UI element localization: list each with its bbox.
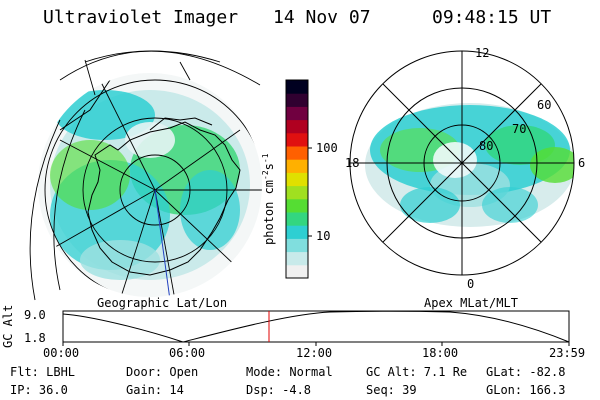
info-glat: GLat: -82.8 xyxy=(486,365,566,379)
info-gc-alt: GC Alt: 7.1 Re xyxy=(366,365,468,379)
colorbar-swatch xyxy=(286,172,308,187)
info-gain: Gain: 14 xyxy=(126,383,184,397)
colorbar-tick-100: 100 xyxy=(316,141,338,155)
apex-image xyxy=(349,50,575,276)
colorbar-swatch xyxy=(286,106,308,121)
colorbar-frame xyxy=(285,79,309,279)
colorbar-swatch xyxy=(286,93,308,107)
info-dsp: Dsp: -4.8 xyxy=(246,383,312,397)
mlt-label-12: 12 xyxy=(475,46,490,60)
altitude-ytick-high: 9.0 xyxy=(24,308,46,322)
info-glon: GLon: 166.3 xyxy=(486,383,566,397)
info-filter: Flt: LBHL xyxy=(10,365,76,379)
mlt-label-18: 18 xyxy=(345,156,360,170)
altitude-xtick-2359: 23:59 xyxy=(549,346,586,360)
altitude-curve xyxy=(62,310,570,343)
colorbar-swatch xyxy=(286,225,308,239)
altitude-xtick-0600: 06:00 xyxy=(169,346,206,360)
colorbar-swatch xyxy=(286,264,308,279)
left-panel-caption: Geographic Lat/Lon xyxy=(97,296,228,310)
info-ip: IP: 36.0 xyxy=(10,383,68,397)
colorbar-swatch xyxy=(286,238,308,253)
instrument-title: Ultraviolet Imager xyxy=(43,7,239,28)
altitude-plot xyxy=(62,310,570,346)
colorbar-swatch xyxy=(286,132,308,147)
info-door: Door: Open xyxy=(126,365,199,379)
mlt-label-0: 0 xyxy=(467,277,475,291)
colorbar-unit-label: photon cm-2s-1 xyxy=(261,153,276,245)
colorbar-swatch xyxy=(286,185,308,200)
colorbar-swatch xyxy=(286,212,308,226)
altitude-xtick-1200: 12:00 xyxy=(296,346,333,360)
colorbar-tick-10: 10 xyxy=(316,229,331,243)
geographic-image xyxy=(29,50,262,301)
mlat-label-60: 60 xyxy=(537,98,552,112)
time-label: 09:48:15 UT xyxy=(432,7,552,28)
date-label: 14 Nov 07 xyxy=(273,7,371,28)
colorbar-swatch xyxy=(286,146,308,160)
mlat-label-80: 80 xyxy=(479,139,494,153)
colorbar xyxy=(285,79,312,279)
mlt-label-6: 6 xyxy=(578,156,586,170)
info-seq: Seq: 39 xyxy=(366,383,417,397)
colorbar-swatch xyxy=(286,159,308,173)
colorbar-swatch xyxy=(286,198,308,213)
colorbar-swatch xyxy=(286,251,308,266)
altitude-xtick-0000: 00:00 xyxy=(43,346,80,360)
mlat-label-70: 70 xyxy=(512,122,527,136)
right-panel-caption: Apex MLat/MLT xyxy=(424,296,518,310)
altitude-ytick-low: 1.8 xyxy=(24,331,46,345)
colorbar-swatch xyxy=(286,80,308,94)
altitude-ylabel: GC Alt xyxy=(1,304,15,348)
colorbar-swatch xyxy=(286,119,308,134)
altitude-xtick-1800: 18:00 xyxy=(422,346,459,360)
info-mode: Mode: Normal xyxy=(246,365,333,379)
